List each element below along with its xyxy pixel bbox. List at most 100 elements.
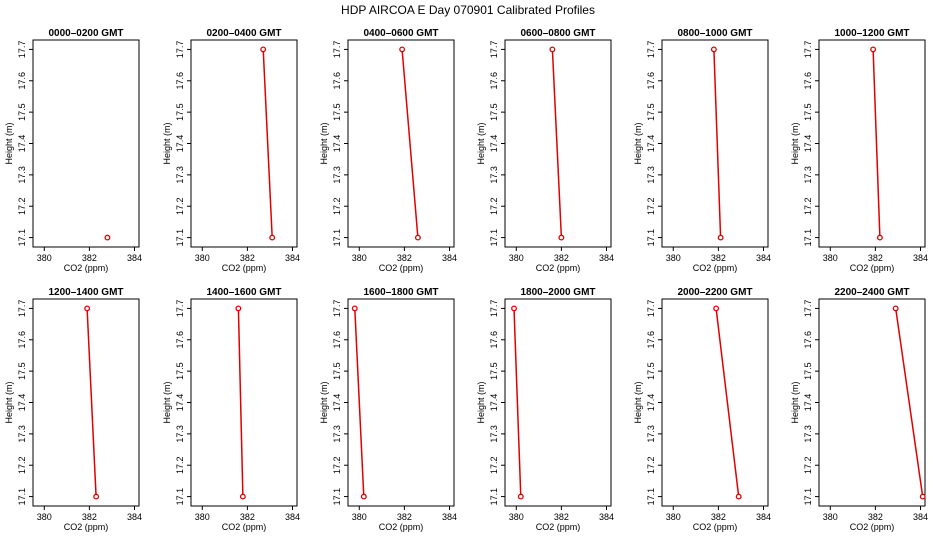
x-axis-label: CO2 (ppm)	[693, 263, 738, 273]
plot-frame	[504, 298, 612, 507]
data-point	[84, 305, 91, 312]
x-tick-label: 382	[240, 512, 255, 522]
plot-frame	[32, 39, 140, 248]
panel-title: 0600–0800 GMT	[520, 28, 595, 39]
x-tick-label: 384	[756, 253, 771, 263]
x-tick-label: 384	[913, 512, 928, 522]
x-tick-label: 384	[913, 253, 928, 263]
panel-title: 2200–2400 GMT	[834, 287, 909, 298]
y-tick-label: 17.4	[175, 394, 185, 412]
y-tick-label: 17.7	[646, 300, 656, 318]
data-point	[892, 305, 899, 312]
y-tick-label: 17.7	[646, 41, 656, 59]
data-point	[235, 305, 242, 312]
x-tick-label: 382	[711, 253, 726, 263]
y-tick-label: 17.2	[803, 197, 813, 215]
panel-9: 1600–1800 GMT 380 382 384 CO2 (ppm) 17.1 17.2 1…	[319, 287, 457, 532]
y-tick-label: 17.5	[646, 362, 656, 380]
y-axis-label: Height (m)	[162, 122, 172, 164]
y-tick-label: 17.1	[17, 229, 27, 247]
panel-title: 2000–2200 GMT	[677, 287, 752, 298]
plot-frame	[504, 39, 612, 248]
y-tick-label: 17.5	[17, 362, 27, 380]
y-axis-label: Height (m)	[319, 381, 329, 423]
x-axis-label: CO2 (ppm)	[693, 522, 738, 532]
y-tick-label: 17.2	[175, 456, 185, 474]
y-axis-label: Height (m)	[633, 122, 643, 164]
data-point	[511, 305, 517, 312]
x-tick-label: 380	[195, 512, 210, 522]
panel-4: 0600–0800 GMT 380 382 384 CO2 (ppm) 17.1 17.2 1…	[476, 28, 614, 273]
x-tick-label: 384	[442, 512, 457, 522]
panel-11: 2000–2200 GMT 380 382 384 CO2 (ppm) 17.1 17.2 1…	[633, 287, 771, 532]
y-tick-label: 17.6	[489, 331, 499, 349]
x-tick-label: 382	[397, 512, 412, 522]
y-tick-label: 17.6	[489, 72, 499, 90]
y-tick-label: 17.6	[646, 72, 656, 90]
y-tick-label: 17.4	[803, 135, 813, 153]
panel-8: 1400–1600 GMT 380 382 384 CO2 (ppm) 17.1 17.2 1…	[162, 287, 300, 532]
profile-line	[894, 308, 924, 497]
y-tick-label: 17.2	[175, 197, 185, 215]
y-tick-label: 17.6	[646, 331, 656, 349]
x-tick-label: 380	[666, 253, 681, 263]
y-axis-label: Height (m)	[476, 122, 486, 164]
y-tick-label: 17.5	[175, 103, 185, 121]
panel-1: 0000–0200 GMT 380 382 384 CO2 (ppm) 17.1 17.2 1…	[4, 28, 142, 273]
y-tick-label: 17.3	[175, 166, 185, 184]
profile-line	[551, 49, 563, 238]
y-tick-label: 17.7	[489, 41, 499, 59]
y-tick-label: 17.3	[17, 425, 27, 443]
panel-7: 1200–1400 GMT 380 382 384 CO2 (ppm) 17.1 17.2 1…	[4, 287, 142, 532]
profile-line	[401, 49, 419, 238]
data-point	[713, 305, 720, 312]
x-axis-label: CO2 (ppm)	[850, 263, 895, 273]
plot-frame	[661, 298, 769, 507]
y-tick-label: 17.6	[803, 331, 813, 349]
y-tick-label: 17.7	[332, 300, 342, 318]
y-tick-label: 17.3	[175, 425, 185, 443]
y-tick-label: 17.1	[332, 229, 342, 247]
y-tick-label: 17.4	[646, 135, 656, 153]
y-tick-label: 17.4	[646, 394, 656, 412]
x-axis-label: CO2 (ppm)	[536, 522, 581, 532]
y-tick-label: 17.2	[489, 456, 499, 474]
data-point	[919, 493, 926, 500]
y-tick-label: 17.7	[17, 41, 27, 59]
x-tick-label: 382	[240, 253, 255, 263]
y-tick-label: 17.7	[17, 300, 27, 318]
y-axis-label: Height (m)	[319, 122, 329, 164]
y-axis-label: Height (m)	[476, 381, 486, 423]
y-axis-label: Height (m)	[790, 381, 800, 423]
y-tick-label: 17.3	[803, 425, 813, 443]
y-tick-label: 17.1	[803, 229, 813, 247]
y-tick-label: 17.1	[175, 488, 185, 506]
y-tick-label: 17.7	[803, 300, 813, 318]
y-tick-label: 17.3	[332, 425, 342, 443]
data-point	[414, 234, 421, 241]
y-tick-label: 17.6	[175, 72, 185, 90]
profile-line	[237, 308, 244, 497]
x-tick-label: 384	[756, 512, 771, 522]
y-tick-label: 17.1	[489, 488, 499, 506]
y-tick-label: 17.4	[332, 135, 342, 153]
x-tick-label: 380	[823, 253, 838, 263]
x-axis-label: CO2 (ppm)	[222, 522, 267, 532]
y-tick-label: 17.2	[803, 456, 813, 474]
x-tick-label: 384	[599, 512, 614, 522]
y-tick-label: 17.1	[489, 229, 499, 247]
profile-line	[513, 308, 522, 497]
profile-line	[715, 308, 740, 497]
main-title: HDP AIRCOA E Day 070901 Calibrated Profi…	[341, 3, 595, 17]
x-tick-label: 380	[195, 253, 210, 263]
plot-frame	[32, 298, 140, 507]
panel-title: 1600–1800 GMT	[363, 287, 438, 298]
y-tick-label: 17.2	[646, 197, 656, 215]
x-axis-label: CO2 (ppm)	[850, 522, 895, 532]
data-point	[717, 234, 724, 241]
x-tick-label: 382	[868, 253, 883, 263]
y-axis-label: Height (m)	[790, 122, 800, 164]
y-tick-label: 17.7	[332, 41, 342, 59]
plot-frame	[347, 39, 455, 248]
data-point	[710, 46, 717, 53]
